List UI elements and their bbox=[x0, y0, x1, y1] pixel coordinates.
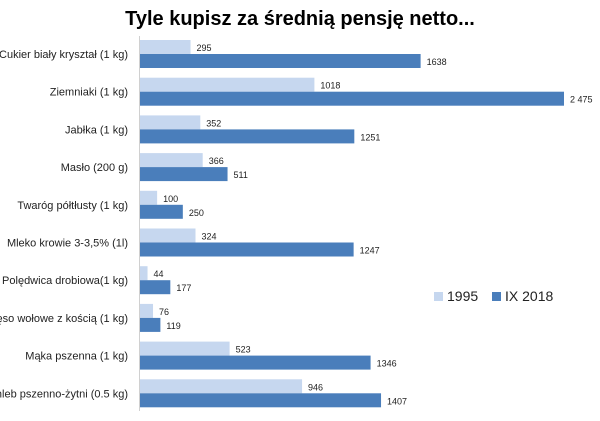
legend-swatch-2018 bbox=[492, 292, 501, 301]
legend-label-1995: 1995 bbox=[447, 288, 478, 304]
bar-1995 bbox=[140, 379, 303, 394]
value-label-1995: 324 bbox=[202, 232, 217, 242]
bar-2018 bbox=[140, 393, 382, 408]
value-label-1995: 100 bbox=[163, 194, 178, 204]
value-label-2018: 2 475 bbox=[570, 95, 593, 105]
value-label-2018: 119 bbox=[166, 321, 180, 331]
value-label-1995: 946 bbox=[308, 382, 323, 392]
value-label-1995: 352 bbox=[206, 118, 221, 128]
bar-2018 bbox=[140, 54, 421, 68]
bar-1995 bbox=[140, 77, 315, 92]
bar-1995 bbox=[140, 153, 203, 168]
value-label-1995: 295 bbox=[197, 43, 212, 53]
category-label: Polędwica drobiowa(1 kg) bbox=[2, 275, 128, 287]
bar-2018 bbox=[140, 242, 354, 257]
category-label: Mąka pszenna (1 kg) bbox=[25, 351, 128, 363]
value-label-1995: 366 bbox=[209, 156, 224, 166]
category-label: Cukier biały kryształ (1 kg) bbox=[0, 49, 128, 61]
value-label-2018: 1407 bbox=[387, 396, 407, 406]
bar-1995 bbox=[140, 228, 196, 243]
value-label-1995: 523 bbox=[236, 345, 251, 355]
bar-1995 bbox=[140, 40, 191, 54]
value-label-1995: 76 bbox=[159, 307, 169, 317]
chart-title: Tyle kupisz za średnią pensję netto... bbox=[125, 8, 475, 30]
category-label: Jabłka (1 kg) bbox=[65, 124, 128, 136]
category-label: Mięso wołowe z kością (1 kg) bbox=[0, 313, 128, 325]
legend-swatch-1995 bbox=[434, 292, 443, 301]
bar-2018 bbox=[140, 204, 183, 219]
bar-2018 bbox=[140, 129, 355, 144]
value-label-2018: 511 bbox=[234, 170, 248, 180]
bar-1995 bbox=[140, 266, 148, 281]
category-label: Chleb pszenno-żytni (0.5 kg) bbox=[0, 388, 128, 400]
value-label-2018: 177 bbox=[176, 283, 191, 293]
bar-2018 bbox=[140, 91, 564, 106]
bar-2018 bbox=[140, 355, 371, 370]
bar-1995 bbox=[140, 190, 158, 205]
plot-area: Cukier biały kryształ (1 kg) 295 1638 Ziemn… bbox=[0, 40, 593, 408]
bar-2018 bbox=[140, 317, 161, 332]
value-label-2018: 1251 bbox=[360, 132, 380, 142]
category-label: Mleko krowie 3-3,5% (1l) bbox=[7, 238, 128, 250]
category-label: Masło (200 g) bbox=[61, 162, 128, 174]
bar-1995 bbox=[140, 341, 230, 356]
value-label-1995: 1018 bbox=[320, 81, 340, 91]
value-label-2018: 250 bbox=[189, 208, 204, 218]
bar-1995 bbox=[140, 303, 154, 318]
bar-1995 bbox=[140, 115, 201, 130]
legend: 1995 IX 2018 bbox=[434, 288, 553, 304]
category-label: Twaróg półtłusty (1 kg) bbox=[17, 200, 128, 212]
bar-2018 bbox=[140, 167, 228, 182]
value-label-2018: 1346 bbox=[377, 359, 397, 369]
value-label-2018: 1638 bbox=[427, 57, 447, 67]
category-label: Ziemniaki (1 kg) bbox=[50, 87, 128, 99]
legend-label-2018: IX 2018 bbox=[505, 288, 553, 304]
value-label-2018: 1247 bbox=[360, 246, 380, 256]
bar-2018 bbox=[140, 280, 171, 295]
value-label-1995: 44 bbox=[154, 269, 164, 279]
